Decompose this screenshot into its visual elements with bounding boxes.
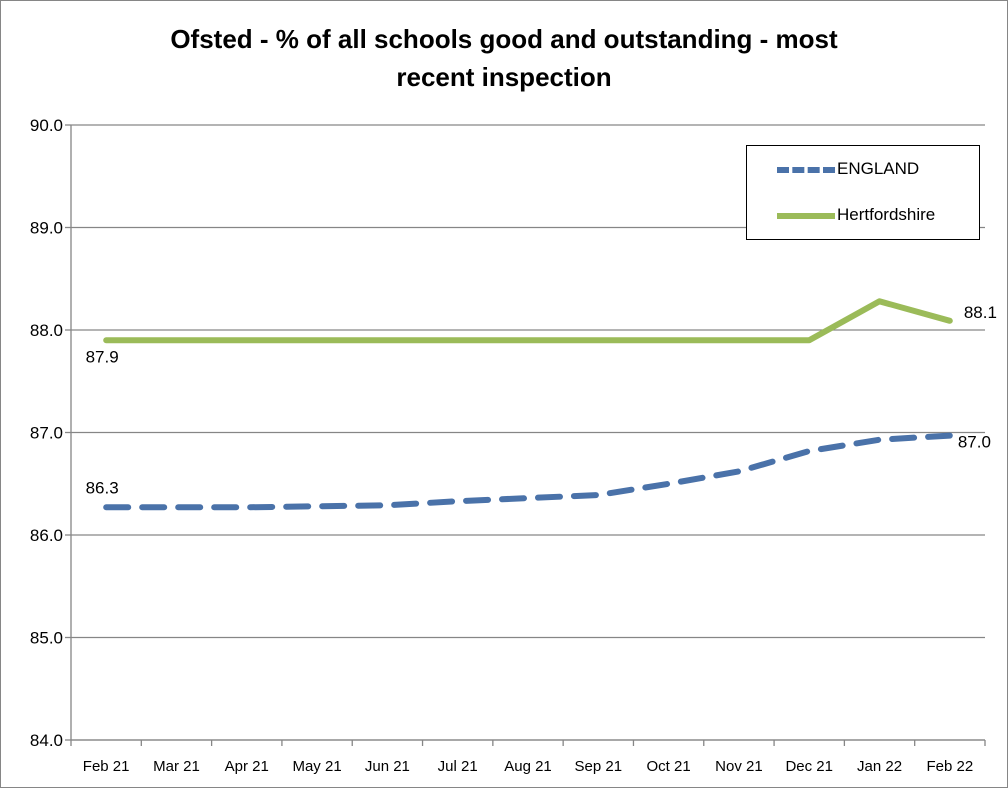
x-tick-label-1: Mar 21	[153, 758, 200, 775]
data-label-england-12: 87.0	[958, 433, 991, 452]
x-tick-label-4: Jun 21	[365, 758, 410, 775]
data-label-england-0: 86.3	[86, 478, 119, 497]
legend-label-england: ENGLAND	[837, 159, 920, 178]
legend-label-hertfordshire: Hertfordshire	[837, 205, 936, 224]
x-tick-label-7: Sep 21	[575, 758, 623, 775]
x-tick-label-2: Apr 21	[225, 758, 269, 775]
legend-item-england: ENGLAND	[747, 157, 979, 181]
legend-item-hertfordshire: Hertfordshire	[747, 203, 979, 227]
chart-title: Ofsted - % of all schools good and outst…	[1, 20, 1007, 96]
x-tick-label-6: Aug 21	[504, 758, 552, 775]
x-tick-label-10: Dec 21	[785, 758, 833, 775]
legend-swatch-hertfordshire	[777, 213, 835, 219]
series-line-england	[103, 432, 953, 511]
x-tick-label-11: Jan 22	[857, 758, 902, 775]
y-tick-label-2: 86.0	[30, 526, 63, 545]
x-tick-label-5: Jul 21	[438, 758, 478, 775]
chart-title-line-2: recent inspection	[396, 62, 612, 92]
x-tick-label-8: Oct 21	[647, 758, 691, 775]
y-tick-label-5: 89.0	[30, 219, 63, 238]
data-label-hertfordshire-12: 88.1	[964, 303, 997, 322]
y-tick-label-1: 85.0	[30, 629, 63, 648]
y-tick-label-3: 87.0	[30, 424, 63, 443]
series-line-hertfordshire	[103, 298, 953, 344]
chart-title-line-1: Ofsted - % of all schools good and outst…	[170, 24, 838, 54]
legend-swatch-england	[777, 167, 835, 173]
x-tick-label-12: Feb 22	[926, 758, 973, 775]
x-tick-label-9: Nov 21	[715, 758, 763, 775]
y-tick-label-6: 90.0	[30, 116, 63, 135]
legend: ENGLAND Hertfordshire	[746, 145, 980, 240]
y-tick-label-4: 88.0	[30, 321, 63, 340]
x-tick-label-3: May 21	[292, 758, 341, 775]
x-tick-label-0: Feb 21	[83, 758, 130, 775]
data-label-hertfordshire-0: 87.9	[86, 347, 119, 366]
y-tick-label-0: 84.0	[30, 731, 63, 750]
